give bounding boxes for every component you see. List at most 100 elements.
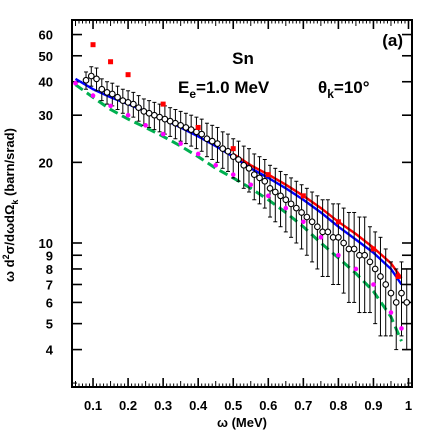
y-tick-label: 4	[46, 343, 54, 358]
y-title-part1: ω d	[2, 259, 17, 282]
energy-symbol: E	[178, 78, 189, 97]
y-tick-label: 50	[39, 49, 53, 64]
data-point-dot	[73, 80, 78, 86]
x-tick-label: 0.6	[259, 398, 277, 413]
y-title-superscript: 2	[1, 254, 11, 259]
angle-subscript: k	[327, 87, 334, 101]
data-point-circle	[335, 233, 342, 241]
data-point-dot	[213, 163, 219, 168]
data-point-circle	[135, 104, 142, 112]
data-point-square	[265, 172, 271, 178]
energy-value: =1.0 MeV	[196, 78, 270, 97]
data-point-circle	[361, 251, 369, 259]
data-point-circle	[314, 223, 321, 231]
panel-label: (a)	[382, 31, 403, 50]
data-point-circle	[240, 161, 248, 169]
data-point-circle	[198, 130, 206, 138]
data-point-square	[125, 72, 131, 78]
data-point-dot	[90, 93, 96, 98]
data-series	[73, 42, 411, 351]
data-point-square	[370, 246, 376, 252]
data-point-circle	[266, 184, 274, 192]
angle-annotation: θk=10°	[318, 78, 370, 101]
data-point-dot	[283, 205, 289, 211]
angle-value: =10°	[334, 78, 370, 97]
y-tick-label: 30	[39, 108, 53, 123]
data-point-square	[395, 273, 401, 279]
data-point-circle	[277, 192, 284, 200]
data-point-circle	[303, 213, 311, 221]
data-point-dot	[399, 326, 404, 331]
data-point-dot	[371, 282, 376, 287]
data-point-dot	[353, 266, 359, 272]
data-point-square	[108, 59, 114, 65]
red-solid-line	[232, 152, 403, 279]
data-point-circle	[287, 200, 295, 208]
x-tick-label: 1	[405, 398, 412, 413]
data-point-dot	[160, 131, 166, 137]
data-point-circle	[382, 281, 390, 288]
data-point-circle	[398, 289, 405, 297]
data-point-circle	[208, 137, 216, 145]
y-title-part3: (barn/srad)	[2, 128, 17, 200]
data-point-circle	[403, 299, 411, 306]
plot-frame	[71, 19, 413, 388]
data-point-dot	[336, 252, 341, 258]
y-tick-label: 60	[39, 28, 53, 43]
data-point-circle	[387, 289, 395, 297]
data-point-circle	[256, 174, 263, 182]
y-tick-label: 10	[39, 236, 53, 251]
y-title-subscript: k	[10, 199, 20, 205]
data-point-circle	[308, 218, 316, 226]
data-point-circle	[261, 177, 269, 185]
data-point-circle	[324, 228, 332, 236]
data-point-circle	[114, 93, 121, 101]
x-tick-label: 0.7	[294, 398, 312, 413]
data-point-dot	[108, 103, 113, 109]
data-point-circle	[98, 85, 106, 93]
data-point-circle	[245, 164, 253, 172]
x-tick-label: 0.9	[364, 398, 382, 413]
data-point-square	[90, 42, 96, 48]
data-point-circle	[219, 145, 227, 153]
data-point-circle	[250, 171, 258, 178]
data-point-circle	[82, 76, 90, 84]
data-point-circle	[129, 100, 137, 108]
x-axis-title: ω (MeV)	[217, 415, 267, 430]
data-point-circle	[340, 239, 347, 247]
data-point-dot	[178, 141, 183, 146]
data-point-dot	[318, 235, 324, 240]
data-point-circle	[271, 188, 279, 196]
data-point-circle	[377, 273, 384, 280]
y-title-part2: σ/dωdΩ	[2, 205, 17, 255]
x-tick-label: 0.5	[224, 398, 242, 413]
data-point-dot	[388, 310, 394, 315]
data-point-dot	[230, 172, 236, 177]
data-point-circle	[366, 258, 374, 266]
data-point-circle	[350, 245, 358, 253]
data-point-circle	[292, 204, 300, 212]
data-point-square	[195, 124, 201, 130]
data-point-dot	[195, 151, 201, 157]
data-point-circle	[298, 209, 305, 216]
target-annotation: Sn	[232, 49, 254, 68]
y-tick-label: 8	[46, 262, 53, 277]
x-tick-label: 0.3	[154, 398, 172, 413]
data-point-circle	[229, 153, 237, 161]
data-point-circle	[108, 90, 116, 98]
data-point-square	[160, 101, 166, 107]
data-point-circle	[282, 196, 290, 204]
data-point-circle	[392, 299, 400, 306]
data-point-square	[230, 146, 236, 152]
x-tick-label: 0.2	[119, 398, 137, 413]
y-tick-label: 6	[46, 295, 53, 310]
data-point-circle	[93, 75, 100, 83]
data-point-dot	[248, 182, 254, 188]
y-axis-title: ω d2σ/dωdΩk (barn/srad)	[1, 128, 20, 282]
data-point-dot	[125, 112, 131, 118]
energy-subscript: e	[189, 87, 196, 101]
data-point-dot	[301, 219, 306, 225]
x-tick-label: 0.1	[84, 398, 102, 413]
angle-symbol: θ	[318, 78, 327, 97]
